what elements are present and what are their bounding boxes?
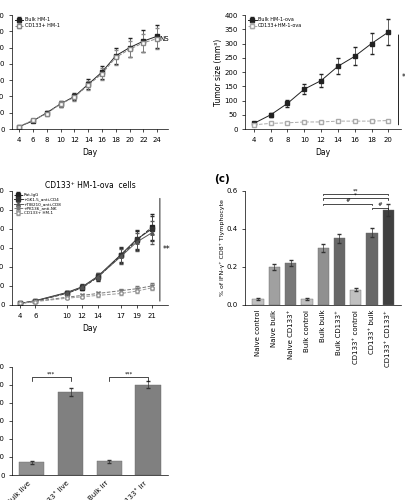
Text: NS: NS <box>160 36 169 42</box>
Bar <box>97 462 122 475</box>
X-axis label: Day: Day <box>82 324 98 333</box>
Text: ***: *** <box>124 372 133 376</box>
Bar <box>366 232 377 305</box>
Bar <box>269 267 280 305</box>
Text: #: # <box>378 202 382 207</box>
Bar <box>318 248 329 305</box>
Bar <box>301 299 313 305</box>
Bar <box>19 462 45 475</box>
Bar <box>285 263 296 305</box>
Y-axis label: % of IFN-γ⁺ CD8⁺ Tlymphocyte: % of IFN-γ⁺ CD8⁺ Tlymphocyte <box>220 200 225 296</box>
Text: ***: *** <box>402 74 405 82</box>
Text: *: * <box>354 193 357 198</box>
Bar <box>334 238 345 305</box>
Legend: Rat-IgG, +GK1.5_anti-CD4, +TIB210_anti-CD8, +PK136_anti-NK, CD133+ HM-1: Rat-IgG, +GK1.5_anti-CD4, +TIB210_anti-C… <box>14 193 62 216</box>
Text: #: # <box>345 198 350 203</box>
Y-axis label: Tumor size (mm³): Tumor size (mm³) <box>214 38 223 106</box>
X-axis label: Day: Day <box>82 148 98 158</box>
Bar <box>58 392 83 475</box>
Bar <box>252 299 264 305</box>
Bar <box>382 210 394 305</box>
Text: **: ** <box>353 188 358 193</box>
Bar <box>135 384 161 475</box>
Text: (c): (c) <box>214 174 230 184</box>
X-axis label: Day: Day <box>315 148 331 158</box>
Legend: Bulk HM-1, CD133+ HM-1: Bulk HM-1, CD133+ HM-1 <box>15 18 60 28</box>
Text: **: ** <box>162 246 170 254</box>
Legend: Bulk HM-1-ova, CD133+HM-1-ova: Bulk HM-1-ova, CD133+HM-1-ova <box>248 18 302 28</box>
Bar <box>350 290 361 305</box>
Title: CD133⁺ HM-1-ova  cells: CD133⁺ HM-1-ova cells <box>45 181 135 190</box>
Text: ***: *** <box>47 372 55 376</box>
